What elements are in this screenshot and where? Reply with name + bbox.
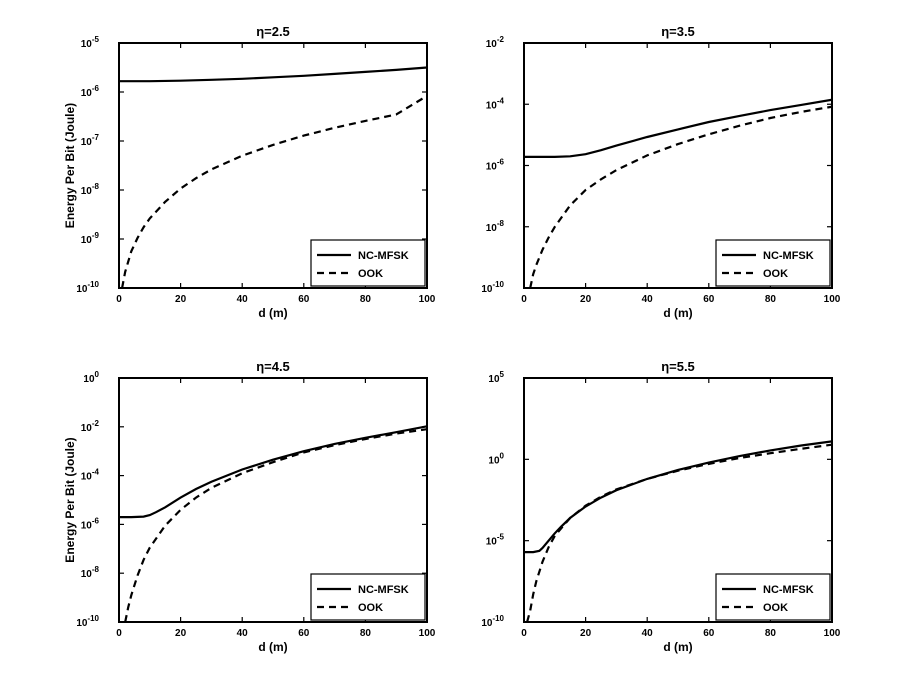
- x-tick-label: 100: [824, 628, 841, 639]
- series-line-nc-mfsk: [524, 440, 832, 554]
- series-line-ook: [121, 94, 427, 288]
- subplot-title: η=3.5: [661, 24, 695, 39]
- y-tick-label: 10-6: [486, 158, 505, 173]
- x-tick-label: 40: [237, 628, 249, 639]
- y-tick-label: 10-5: [81, 35, 100, 50]
- y-tick-label: 10-8: [81, 565, 100, 580]
- y-tick-label: 10-8: [486, 219, 505, 234]
- x-tick-label: 60: [298, 294, 310, 305]
- subplot-title: η=4.5: [256, 359, 290, 374]
- legend-box: [715, 573, 831, 621]
- legend-label: NC-MFSK: [358, 584, 409, 596]
- x-axis-label: d (m): [258, 306, 287, 320]
- y-tick-label: 10-10: [481, 280, 504, 295]
- y-tick-label: 10-7: [81, 133, 100, 148]
- x-tick-label: 0: [116, 294, 122, 305]
- y-tick-label: 10-4: [81, 468, 100, 483]
- y-tick-label: 10-8: [81, 182, 100, 197]
- x-tick-label: 40: [642, 628, 654, 639]
- subplot-1: η=2.5 0 20 40 60 80 100 d (m) 10-10 10-9 10-8 10-7 1…: [63, 24, 436, 320]
- legend-label: OOK: [763, 602, 788, 614]
- x-tick-label: 60: [703, 628, 715, 639]
- legend-box: [715, 239, 831, 287]
- y-axis-label: Energy Per Bit (Joule): [63, 103, 77, 228]
- legend-label: NC-MFSK: [763, 584, 814, 596]
- y-tick-label: 10-6: [81, 84, 100, 99]
- legend-label: OOK: [763, 268, 788, 280]
- legend-label: OOK: [358, 268, 383, 280]
- series-line-ook: [526, 443, 832, 622]
- x-tick-label: 100: [824, 294, 841, 305]
- legend-label: OOK: [358, 602, 383, 614]
- x-tick-label: 20: [580, 628, 592, 639]
- x-tick-label: 60: [703, 294, 715, 305]
- x-tick-label: 40: [642, 294, 654, 305]
- subplot-2: η=3.5 0 20 40 60 80 100 d (m) 10-10 10-8 10-6 10-4 1…: [481, 24, 840, 320]
- y-tick-label: 10-10: [76, 280, 99, 295]
- x-tick-label: 0: [521, 294, 527, 305]
- legend-label: NC-MFSK: [358, 250, 409, 262]
- x-tick-label: 80: [360, 294, 372, 305]
- y-axis-label: Energy Per Bit (Joule): [63, 437, 77, 562]
- x-tick-label: 0: [521, 628, 527, 639]
- x-axis-label: d (m): [663, 640, 692, 654]
- series-line-nc-mfsk: [119, 66, 427, 83]
- y-tick-label: 10-6: [81, 516, 100, 531]
- y-tick-label: 105: [488, 370, 504, 385]
- x-tick-label: 20: [175, 628, 187, 639]
- x-tick-label: 40: [237, 294, 249, 305]
- x-axis-label: d (m): [663, 306, 692, 320]
- subplot-title: η=5.5: [661, 359, 695, 374]
- y-tick-label: 100: [488, 451, 504, 466]
- legend: NC-MFSK OOK: [715, 239, 831, 287]
- legend: NC-MFSK OOK: [310, 239, 426, 287]
- x-axis-label: d (m): [258, 640, 287, 654]
- legend: NC-MFSK OOK: [310, 573, 426, 621]
- y-tick-label: 100: [83, 370, 99, 385]
- y-tick-label: 10-2: [486, 35, 505, 50]
- x-tick-label: 80: [360, 628, 372, 639]
- y-tick-label: 10-2: [81, 419, 100, 434]
- x-tick-label: 20: [580, 294, 592, 305]
- subplot-3: η=4.5 0 20 40 60 80 100 d (m) 10-10 10-8 10-6 10-4 1…: [63, 359, 436, 654]
- x-tick-label: 0: [116, 628, 122, 639]
- series-line-nc-mfsk: [119, 425, 427, 519]
- x-tick-label: 80: [765, 628, 777, 639]
- series-line-ook: [529, 105, 832, 288]
- legend-box: [310, 573, 426, 621]
- y-tick-label: 10-4: [486, 96, 505, 111]
- subplot-title: η=2.5: [256, 24, 290, 39]
- x-tick-label: 60: [298, 628, 310, 639]
- y-tick-label: 10-9: [81, 231, 100, 246]
- x-tick-label: 100: [419, 628, 436, 639]
- x-tick-label: 80: [765, 294, 777, 305]
- legend-box: [310, 239, 426, 287]
- x-tick-label: 20: [175, 294, 187, 305]
- series-line-nc-mfsk: [524, 98, 832, 158]
- x-tick-label: 100: [419, 294, 436, 305]
- series-line-ook: [124, 428, 427, 622]
- subplot-4: η=5.5 0 20 40 60 80 100 d (m) 10-10 10-5 100 105 NC-…: [481, 359, 840, 654]
- legend-label: NC-MFSK: [763, 250, 814, 262]
- y-tick-label: 10-5: [486, 533, 505, 548]
- y-tick-label: 10-10: [76, 614, 99, 629]
- legend: NC-MFSK OOK: [715, 573, 831, 621]
- y-tick-label: 10-10: [481, 614, 504, 629]
